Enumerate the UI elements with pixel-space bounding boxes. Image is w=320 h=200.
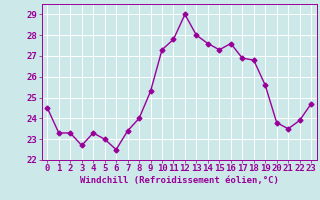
X-axis label: Windchill (Refroidissement éolien,°C): Windchill (Refroidissement éolien,°C) <box>80 176 279 185</box>
